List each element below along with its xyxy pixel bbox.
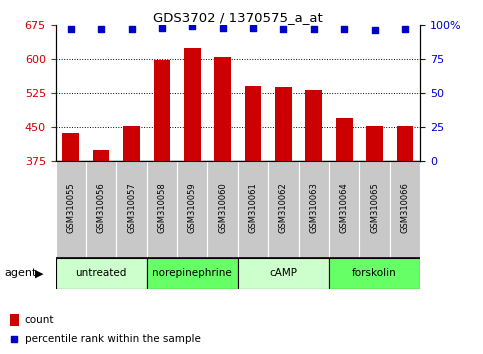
Point: [401, 26, 409, 32]
Text: ▶: ▶: [35, 268, 44, 279]
Point: [280, 26, 287, 32]
Text: GSM310057: GSM310057: [127, 182, 136, 233]
Text: GSM310058: GSM310058: [157, 182, 167, 233]
Text: GSM310059: GSM310059: [188, 182, 197, 233]
Text: untreated: untreated: [75, 268, 127, 279]
Point: [128, 26, 135, 32]
Text: forskolin: forskolin: [352, 268, 397, 279]
Bar: [390, 161, 420, 258]
Bar: [123, 126, 140, 161]
Text: percentile rank within the sample: percentile rank within the sample: [25, 334, 201, 344]
Point: [67, 26, 74, 32]
Point: [97, 26, 105, 32]
Bar: [275, 87, 292, 161]
Text: cAMP: cAMP: [270, 268, 298, 279]
Bar: [208, 161, 238, 258]
Text: GSM310062: GSM310062: [279, 182, 288, 233]
Text: norepinephrine: norepinephrine: [153, 268, 232, 279]
Point: [188, 23, 196, 29]
Bar: [238, 161, 268, 258]
Text: GSM310061: GSM310061: [249, 182, 257, 233]
Bar: [245, 86, 261, 161]
Bar: [329, 161, 359, 258]
Text: GSM310060: GSM310060: [218, 182, 227, 233]
Bar: [305, 90, 322, 161]
Bar: [10, 314, 19, 326]
Bar: [56, 258, 147, 289]
Point: [310, 26, 318, 32]
Bar: [86, 161, 116, 258]
Bar: [359, 161, 390, 258]
Point: [11, 336, 18, 342]
Bar: [154, 60, 170, 161]
Text: count: count: [25, 315, 55, 325]
Bar: [298, 161, 329, 258]
Bar: [397, 126, 413, 161]
Bar: [329, 258, 420, 289]
Text: GSM310063: GSM310063: [309, 182, 318, 233]
Title: GDS3702 / 1370575_a_at: GDS3702 / 1370575_a_at: [153, 11, 323, 24]
Point: [219, 25, 227, 30]
Text: GSM310055: GSM310055: [66, 182, 75, 233]
Bar: [147, 161, 177, 258]
Point: [158, 25, 166, 30]
Bar: [116, 161, 147, 258]
Text: GSM310065: GSM310065: [370, 182, 379, 233]
Text: GSM310056: GSM310056: [97, 182, 106, 233]
Bar: [184, 48, 200, 161]
Bar: [336, 118, 353, 161]
Point: [249, 25, 257, 30]
Bar: [147, 258, 238, 289]
Bar: [268, 161, 298, 258]
Text: GSM310064: GSM310064: [340, 182, 349, 233]
Bar: [93, 150, 110, 161]
Point: [371, 27, 379, 33]
Point: [341, 26, 348, 32]
Bar: [214, 57, 231, 161]
Bar: [366, 126, 383, 161]
Bar: [56, 161, 86, 258]
Bar: [62, 133, 79, 161]
Text: GSM310066: GSM310066: [400, 182, 410, 233]
Text: agent: agent: [5, 268, 37, 279]
Bar: [177, 161, 208, 258]
Bar: [238, 258, 329, 289]
